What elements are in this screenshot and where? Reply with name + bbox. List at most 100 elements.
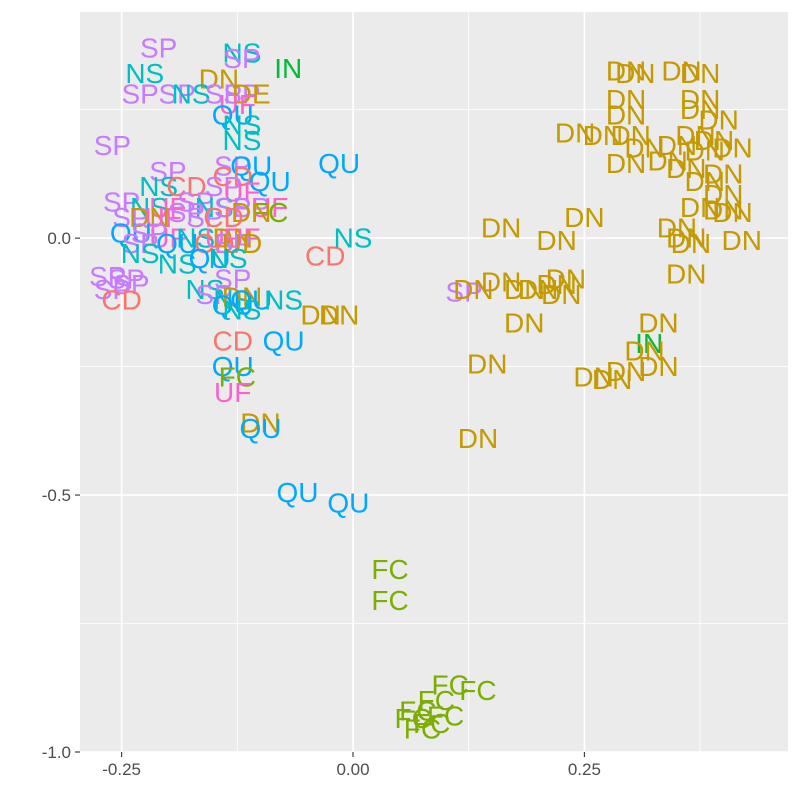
point-label: DN [592,364,632,395]
point-label: FC [395,703,432,734]
point-label: DN [536,225,576,256]
point-label: DN [638,307,678,338]
grid-minor [80,12,788,752]
point-label: CD [212,161,252,192]
point-label: SP [121,79,158,110]
point-label: UD [222,228,262,259]
point-label: DN [212,223,252,254]
point-label: DN [610,120,650,151]
point-label: DN [647,146,687,177]
point-label: SP [445,277,482,308]
point-label: IN [274,53,302,84]
y-tick-label: 0.0 [47,229,71,248]
point-label: FC [399,695,436,726]
point-label: NS [130,192,169,223]
point-label: NS [223,295,262,326]
point-label: UF [149,192,186,223]
y-tick-label: -1.0 [42,743,71,762]
point-label: DN [555,117,595,148]
point-label: UF [214,377,251,408]
point-label: CD [212,325,252,356]
point-label: DN [703,179,743,210]
point-label: UF [149,223,186,254]
point-label: SP [223,43,260,74]
point-label: NS [125,58,164,89]
point-label: DN [666,223,706,254]
point-label: DN [606,148,646,179]
point-label: DN [615,58,655,89]
point-label: DN [129,202,169,233]
point-label: QU [212,99,254,130]
y-tick-label: -0.5 [42,486,71,505]
point-label: DN [564,202,604,233]
point-label: QU [276,477,318,508]
point-label: DN [721,225,761,256]
point-label: DN [546,264,586,295]
point-label: SP [131,217,168,248]
point-label: FC [413,708,450,739]
x-axis: -0.25 0.00 0.25 [102,752,601,779]
point-label: UF [219,89,256,120]
point-label: DE [232,79,271,110]
point-label: SP [149,156,186,187]
point-label: DN [703,194,743,225]
point-label: DN [684,135,724,166]
point-label: SP [214,228,251,259]
point-label: SP [89,261,126,292]
point-label: FC [418,685,455,716]
point-label: SP [214,192,251,223]
point-label: DN [606,84,646,115]
point-label: NS [209,243,248,274]
point-label: QU [212,351,254,382]
point-label: QU [189,243,231,274]
point-label: DN [624,133,664,164]
grid-major [80,12,788,753]
point-label: DN [504,274,544,305]
point-label: SP [103,187,140,218]
point-label: NS [223,38,262,69]
x-tick-label: -0.25 [102,760,141,779]
point-label: UF [223,223,260,254]
point-label: SP [140,32,177,63]
point-label: NS [264,284,303,315]
x-tick-label: 0.00 [336,760,369,779]
point-label: DN [666,153,706,184]
point-label: CD [101,284,141,315]
point-label: DN [661,56,701,87]
point-label: UF [223,176,260,207]
point-label: DN [240,408,280,439]
point-label: SP [205,79,242,110]
point-label: DN [680,84,720,115]
point-label: DN [703,158,743,189]
point-label: UF [205,223,242,254]
point-label: DN [222,282,262,313]
point-label: QU [327,487,369,518]
point-label: DN [606,356,646,387]
point-label: NS [213,284,252,315]
point-label: UF [251,192,288,223]
point-label: SP [112,269,149,300]
point-label: FC [371,554,408,585]
point-label: QU [110,217,152,248]
point-label: DN [606,56,646,87]
point-label: DN [606,99,646,130]
point-label: SP [214,151,251,182]
point-label: FC [219,361,256,392]
point-label: NS [176,223,215,254]
point-label: QU [230,284,272,315]
point-label: QU [318,148,360,179]
point-label: DN [684,166,724,197]
point-label: DN [638,351,678,382]
point-label: SP [223,79,260,110]
point-label: SP [94,274,131,305]
point-label: NS [121,238,160,269]
point-label: FC [251,197,288,228]
point-label: DN [671,228,711,259]
point-label: SP [168,197,205,228]
point-label: QU [263,325,305,356]
point-label: FC [432,670,469,701]
point-label: DN [666,259,706,290]
point-label: IN [635,328,663,359]
point-label: SP [94,130,131,161]
